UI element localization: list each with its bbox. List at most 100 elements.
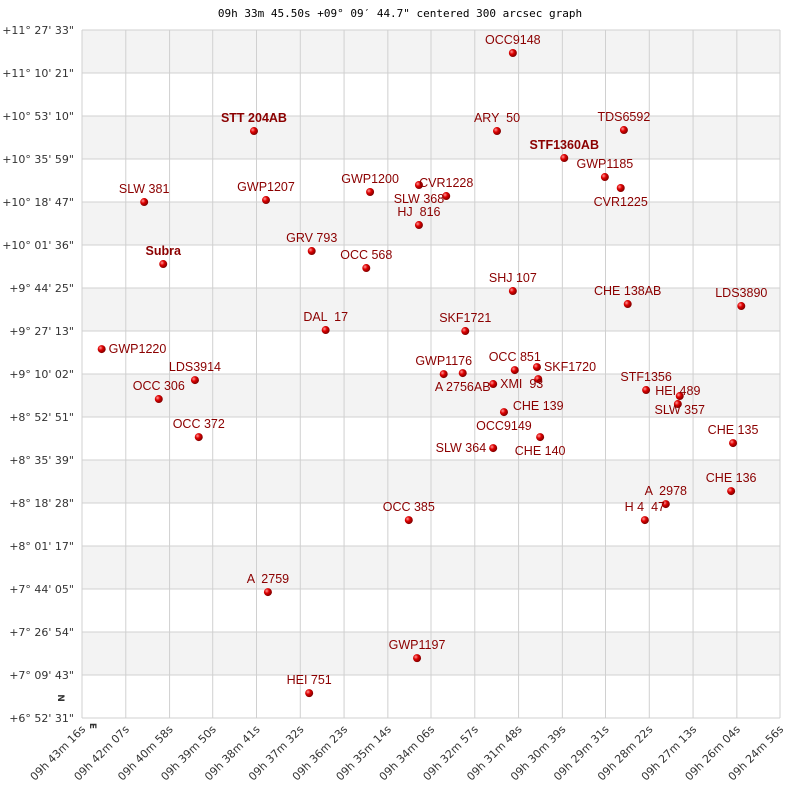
y-tick-label: +8° 35' 39" — [9, 454, 74, 467]
star-label: DAL 17 — [303, 310, 348, 324]
star-marker[interactable] — [321, 326, 330, 335]
star-label: GWP1220 — [109, 342, 167, 356]
star-label: LDS3914 — [169, 360, 221, 374]
star-label: CVR1225 — [594, 195, 648, 209]
star-label: GWP1185 — [576, 157, 633, 171]
star-marker[interactable] — [366, 188, 375, 197]
star-label: GRV 793 — [286, 231, 337, 245]
star-label: ARY 50 — [474, 111, 520, 125]
star-label: GWP1200 — [341, 172, 399, 186]
star-marker[interactable] — [623, 300, 632, 309]
star-marker[interactable] — [675, 392, 684, 401]
star-label: OCC9148 — [485, 33, 541, 47]
star-marker[interactable] — [414, 221, 423, 230]
star-marker[interactable] — [492, 127, 501, 136]
y-tick-label: +8° 01' 17" — [9, 540, 74, 553]
star-marker[interactable] — [262, 196, 271, 205]
y-tick-label: +7° 44' 05" — [9, 583, 74, 596]
star-marker[interactable] — [439, 370, 448, 379]
star-marker[interactable] — [510, 366, 519, 375]
star-marker[interactable] — [97, 345, 106, 354]
star-marker[interactable] — [154, 395, 163, 404]
star-label: H 4 47 — [625, 500, 665, 514]
compass-east-label: E — [87, 723, 97, 729]
star-label: SHJ 107 — [489, 271, 537, 285]
star-marker[interactable] — [727, 487, 736, 496]
star-label: TDS6592 — [597, 110, 650, 124]
star-label: OCC 568 — [340, 248, 392, 262]
star-marker[interactable] — [461, 327, 470, 336]
star-marker[interactable] — [442, 192, 451, 201]
star-marker[interactable] — [661, 500, 670, 509]
y-tick-label: +8° 52' 51" — [9, 411, 74, 424]
star-marker[interactable] — [619, 126, 628, 135]
star-marker[interactable] — [458, 369, 467, 378]
star-label: A 2759 — [247, 572, 289, 586]
star-label: Subra — [146, 244, 182, 258]
star-marker[interactable] — [159, 260, 168, 269]
y-tick-label: +9° 44' 25" — [9, 282, 74, 295]
star-label: HEI 489 — [655, 384, 700, 398]
star-marker[interactable] — [414, 181, 423, 190]
star-label: STF1360AB — [530, 138, 599, 152]
star-marker[interactable] — [536, 433, 545, 442]
star-marker[interactable] — [508, 49, 517, 58]
star-marker[interactable] — [532, 363, 541, 372]
star-marker[interactable] — [534, 375, 543, 384]
star-marker[interactable] — [307, 247, 316, 256]
star-marker[interactable] — [616, 184, 625, 193]
y-tick-label: +10° 01' 36" — [2, 239, 74, 252]
star-marker[interactable] — [508, 287, 517, 296]
star-marker[interactable] — [673, 400, 682, 409]
star-label: CVR1228 — [419, 176, 473, 190]
star-marker[interactable] — [642, 386, 651, 395]
star-label: CHE 138AB — [594, 284, 661, 298]
star-label: XMI 93 — [500, 377, 543, 391]
star-marker[interactable] — [640, 516, 649, 525]
star-label: STF1356 — [620, 370, 671, 384]
y-tick-label: +6° 52' 31" — [9, 712, 74, 725]
star-marker[interactable] — [140, 198, 149, 207]
star-marker[interactable] — [489, 380, 498, 389]
star-label: OCC9149 — [476, 419, 532, 433]
star-label: SKF1720 — [544, 360, 596, 374]
star-label: OCC 385 — [383, 500, 435, 514]
y-tick-label: +9° 27' 13" — [9, 325, 74, 338]
star-label: SLW 381 — [119, 182, 170, 196]
star-marker[interactable] — [729, 439, 738, 448]
star-label: GWP1197 — [389, 638, 446, 652]
star-marker[interactable] — [305, 689, 314, 698]
star-marker[interactable] — [489, 444, 498, 453]
star-label: CHE 139 — [513, 399, 564, 413]
y-tick-label: +11° 10' 21" — [2, 67, 74, 80]
y-tick-label: +10° 53' 10" — [2, 110, 74, 123]
star-marker[interactable] — [249, 127, 258, 136]
star-marker[interactable] — [560, 154, 569, 163]
star-label: OCC 306 — [133, 379, 185, 393]
star-label: OCC 372 — [173, 417, 225, 431]
y-tick-label: +11° 27' 33" — [2, 24, 74, 37]
star-label: A 2756AB — [435, 380, 491, 394]
star-marker[interactable] — [499, 408, 508, 417]
y-tick-label: +7° 26' 54" — [9, 626, 74, 639]
star-marker[interactable] — [194, 433, 203, 442]
star-label: GWP1207 — [237, 180, 295, 194]
star-marker[interactable] — [413, 654, 422, 663]
star-label: HJ 816 — [397, 205, 440, 219]
star-label: STT 204AB — [221, 111, 287, 125]
star-marker[interactable] — [190, 376, 199, 385]
star-label: SKF1721 — [439, 311, 491, 325]
star-label: GWP1176 — [415, 354, 472, 368]
star-label: A 2978 — [645, 484, 687, 498]
star-label: SLW 357 — [654, 403, 705, 417]
star-marker[interactable] — [404, 516, 413, 525]
star-marker[interactable] — [263, 588, 272, 597]
star-label: OCC 851 — [489, 350, 541, 364]
star-label: SLW 368 — [394, 192, 445, 206]
star-label: CHE 135 — [708, 423, 759, 437]
star-marker[interactable] — [362, 264, 371, 273]
star-label: CHE 136 — [706, 471, 757, 485]
star-marker[interactable] — [600, 173, 609, 182]
star-marker[interactable] — [737, 302, 746, 311]
